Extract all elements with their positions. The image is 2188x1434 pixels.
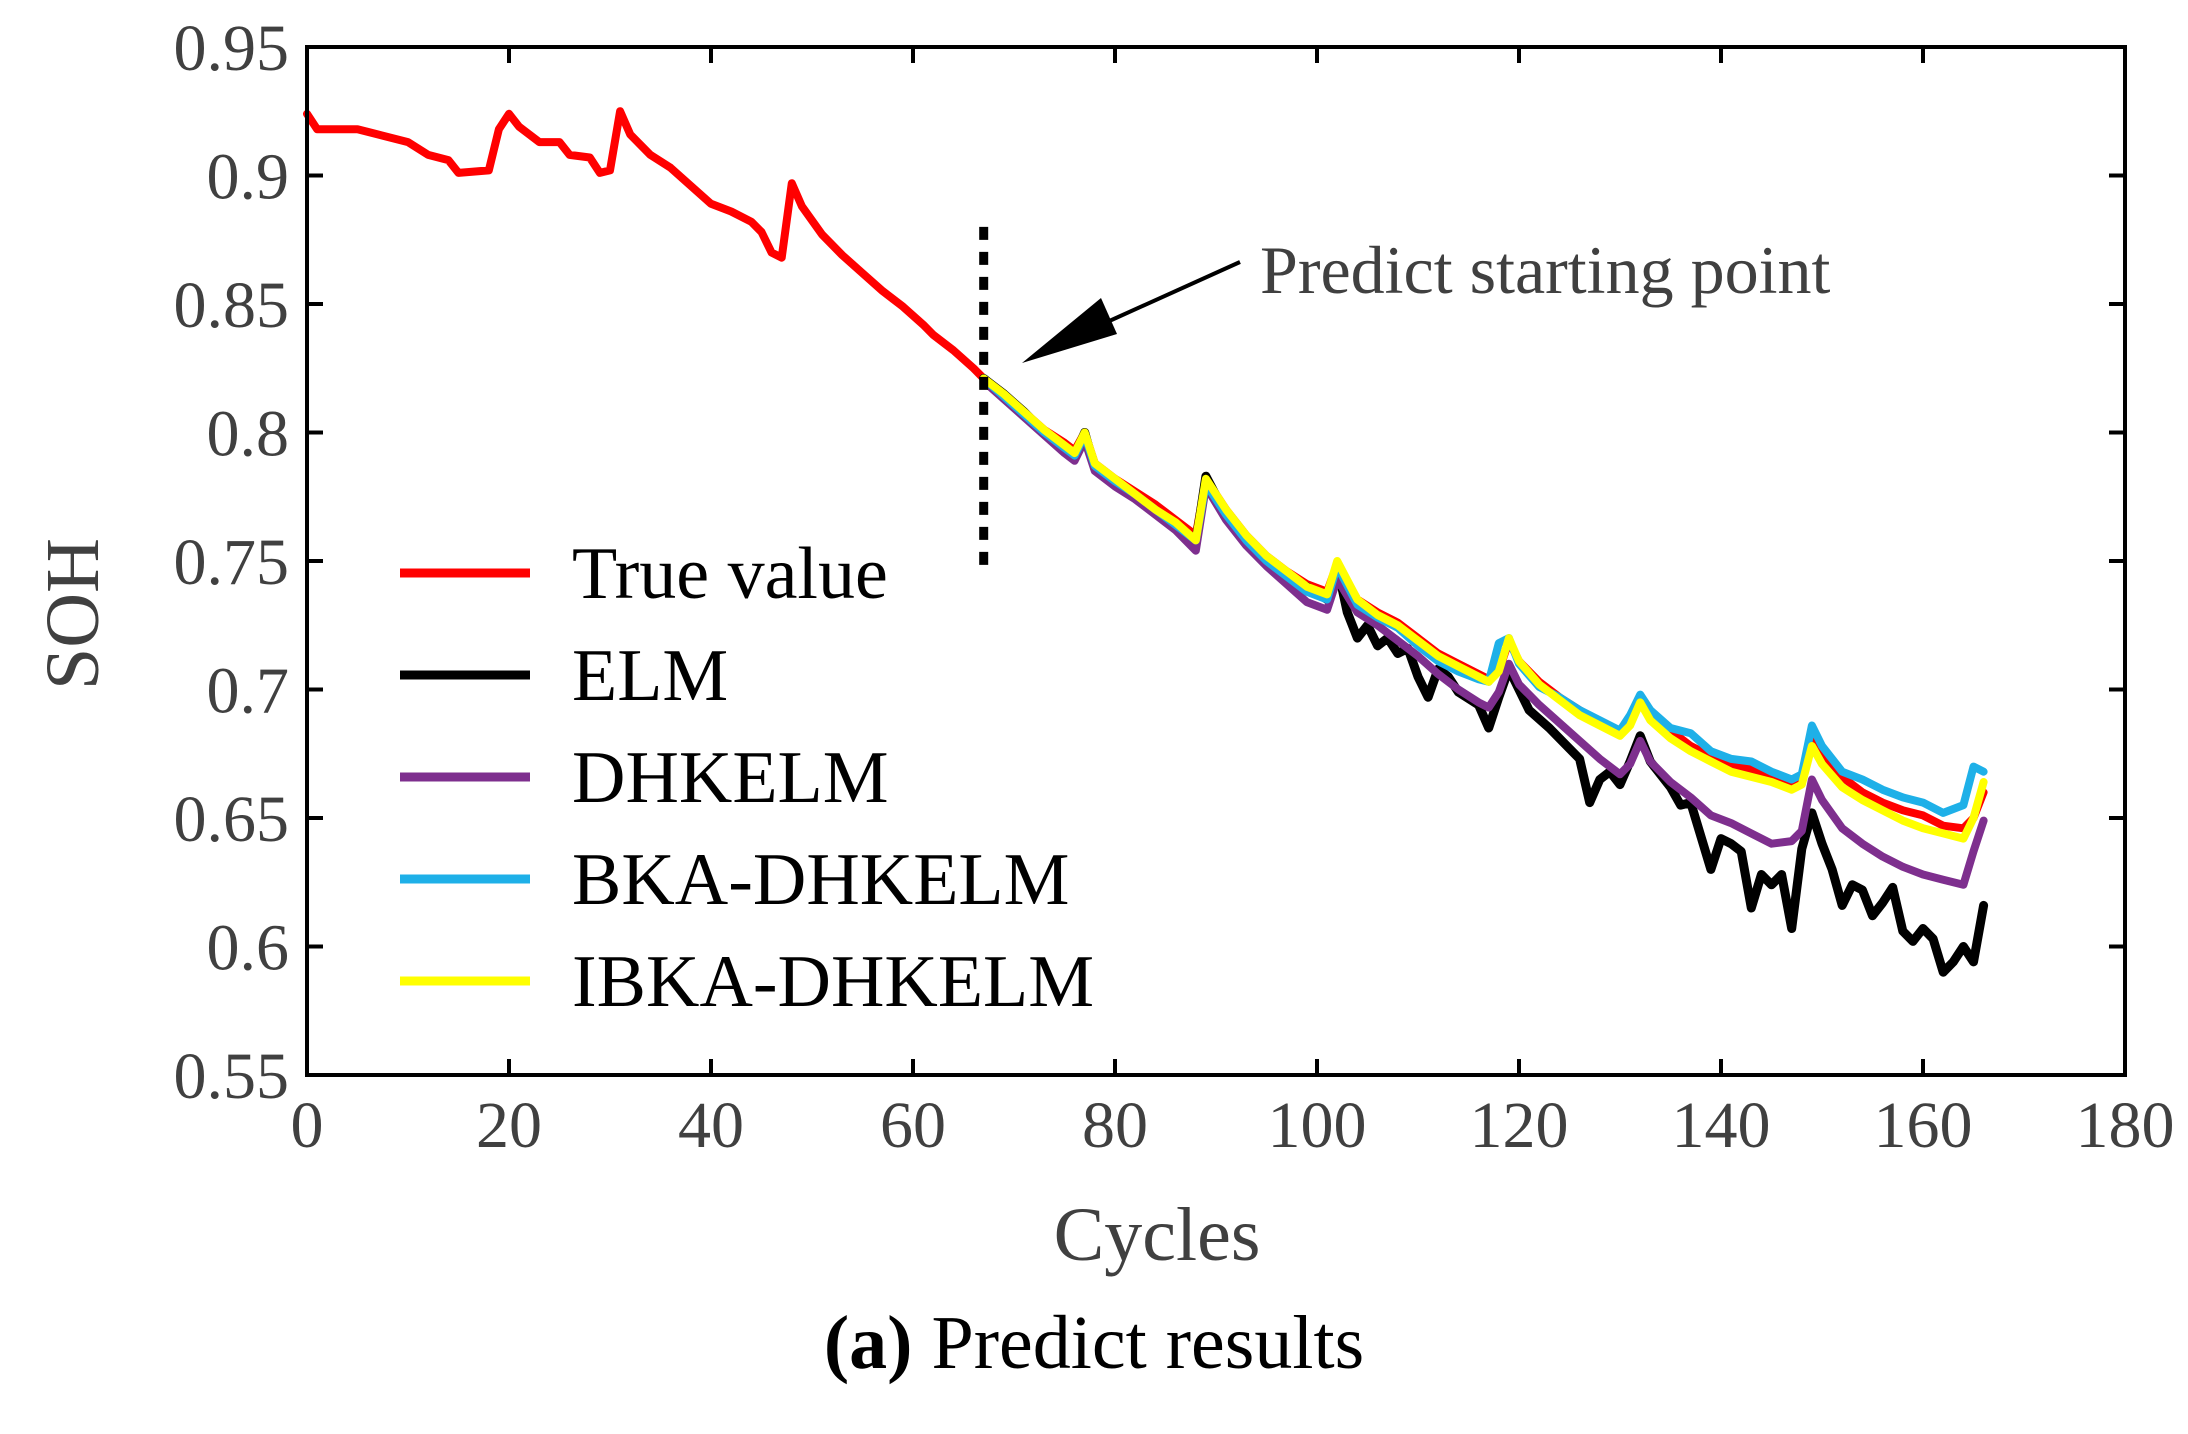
legend-label-elm: ELM [572, 635, 728, 717]
y-tick-label: 0.6 [207, 912, 290, 985]
y-axis: 0.55 0.6 0.65 0.7 0.75 0.8 0.85 0.9 0.95 [174, 12, 2125, 1113]
annotation-layer: Predict starting point [979, 226, 1830, 567]
annotation-arrow-head [1022, 298, 1117, 363]
series-line-bka-dhkelm [979, 374, 1988, 817]
series-layer [303, 107, 1989, 977]
x-axis: 0 20 40 60 80 100 120 140 160 180 [291, 47, 2175, 1162]
x-tick-label: 0 [291, 1089, 324, 1162]
x-tick-label: 60 [880, 1089, 946, 1162]
y-tick-label: 0.75 [174, 526, 290, 599]
x-tick-label: 100 [1268, 1089, 1367, 1162]
legend-label-dhkelm: DHKELM [572, 737, 889, 819]
y-tick-label: 0.85 [174, 269, 290, 342]
legend-label-bka-dhkelm: BKA-DHKELM [572, 839, 1069, 921]
x-tick-label: 140 [1672, 1089, 1771, 1162]
y-tick-label: 0.55 [174, 1040, 290, 1113]
x-tick-label: 80 [1082, 1089, 1148, 1162]
caption-text: Predict results [912, 1301, 1365, 1385]
figure-caption: (a) Predict results [0, 1300, 2188, 1387]
annotation-label: Predict starting point [1260, 232, 1830, 308]
y-tick-label: 0.7 [207, 655, 290, 728]
y-tick-label: 0.8 [207, 398, 290, 471]
caption-label: (a) [823, 1301, 913, 1385]
y-axis-label: SOH [31, 538, 115, 690]
legend-label-ibka-dhkelm: IBKA-DHKELM [572, 941, 1094, 1023]
y-tick-label: 0.95 [174, 12, 290, 85]
x-tick-label: 40 [678, 1089, 744, 1162]
x-tick-label: 120 [1470, 1089, 1569, 1162]
x-tick-label: 180 [2076, 1089, 2175, 1162]
legend: True value ELM DHKELM BKA-DHKELM IBKA-DHKELM [400, 533, 1094, 1023]
x-axis-label: Cycles [1054, 1193, 1261, 1277]
soh-prediction-chart: Predict starting point 0 20 40 60 80 100 120 14… [31, 12, 2175, 1277]
series-line-ibka-dhkelm [979, 374, 1988, 843]
x-tick-label: 160 [1874, 1089, 1973, 1162]
x-tick-label: 20 [476, 1089, 542, 1162]
y-tick-label: 0.9 [207, 141, 290, 214]
y-tick-label: 0.65 [174, 783, 290, 856]
series-line-true-value [303, 107, 1988, 833]
series-line-dhkelm [979, 377, 1988, 889]
legend-label-true-value: True value [572, 533, 888, 615]
